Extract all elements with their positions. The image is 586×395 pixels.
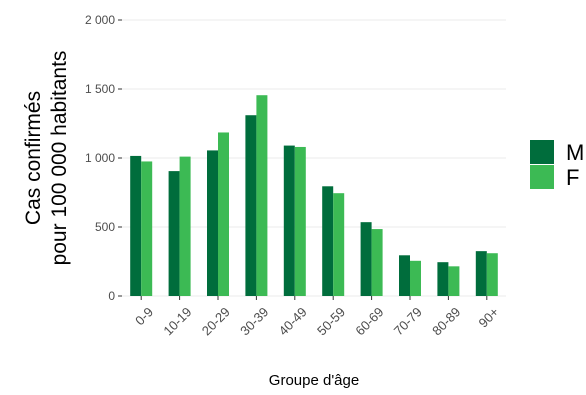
x-tick-label-80-89: 80-89	[429, 304, 463, 338]
bar-f-30-39	[256, 95, 268, 297]
bar-m-10-19	[168, 171, 180, 296]
bar-m-70-79	[399, 255, 410, 296]
bar-f-80-89	[448, 266, 460, 296]
y-tick-label-1500: 1 500	[85, 82, 115, 96]
y-tick-label-1000: 1 000	[85, 151, 115, 165]
x-tick-label-90: 90+	[475, 304, 501, 330]
x-axis-title: Groupe d'âge	[269, 372, 359, 389]
bar-f-70-79	[410, 260, 421, 296]
y-axis-title-line-1: Cas confirmés	[22, 91, 45, 225]
bar-f-60-69	[371, 229, 383, 296]
bar-m-50-59	[322, 186, 334, 296]
bar-m-20-29	[207, 150, 218, 296]
legend: M F	[530, 140, 584, 190]
x-tick-label-70-79: 70-79	[391, 304, 425, 338]
legend-swatch-f	[530, 165, 554, 189]
x-tick-label-10-19: 10-19	[160, 304, 194, 338]
bar-f-10-19	[179, 156, 191, 296]
bar-f-50-59	[333, 193, 345, 296]
x-tick-label-20-29: 20-29	[199, 304, 233, 338]
x-tick-label-60-69: 60-69	[352, 304, 386, 338]
x-tick-label-50-59: 50-59	[314, 304, 348, 338]
bar-m-40-49	[283, 145, 295, 296]
legend-swatch-m	[530, 140, 554, 164]
y-axis-ticks: 0 500 1 000 1 500 2 000	[85, 13, 122, 303]
bar-f-20-29	[218, 132, 229, 296]
bar-m-80-89	[437, 262, 449, 296]
y-axis-title: Cas confirmés pour 100 000 habitants	[22, 51, 71, 266]
y-axis-title-line-2: pour 100 000 habitants	[48, 51, 71, 266]
x-tick-label-0-9: 0-9	[132, 304, 156, 328]
x-tick-label-30-39: 30-39	[237, 304, 271, 338]
y-tick-label-0: 0	[108, 289, 115, 303]
bar-f-40-49	[294, 146, 306, 296]
bar-f-90	[486, 253, 498, 296]
bar-f-0-9	[141, 161, 153, 296]
legend-label-m: M	[566, 140, 584, 165]
bar-m-0-9	[130, 155, 142, 296]
legend-label-f: F	[566, 165, 579, 190]
bar-m-90	[475, 251, 487, 296]
bar-m-30-39	[245, 115, 257, 296]
y-tick-label-500: 500	[95, 220, 115, 234]
y-tick-label-2000: 2 000	[85, 13, 115, 27]
bars	[130, 95, 498, 297]
bar-m-60-69	[360, 222, 372, 296]
x-tick-label-40-49: 40-49	[276, 304, 310, 338]
x-axis-ticks: 0-9 10-19 20-29 30-39 40-49 50-59 60-69 70-79 80…	[132, 296, 502, 338]
